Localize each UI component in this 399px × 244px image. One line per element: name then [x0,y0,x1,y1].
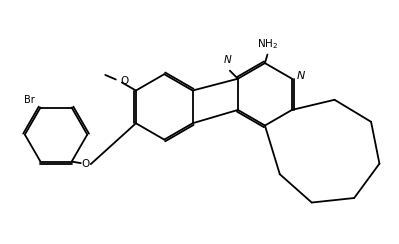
Text: N: N [297,71,305,81]
Text: O: O [82,159,90,169]
Text: NH$_2$: NH$_2$ [257,37,278,51]
Text: N: N [223,55,231,65]
Text: O: O [120,76,128,86]
Text: Br: Br [24,95,34,105]
